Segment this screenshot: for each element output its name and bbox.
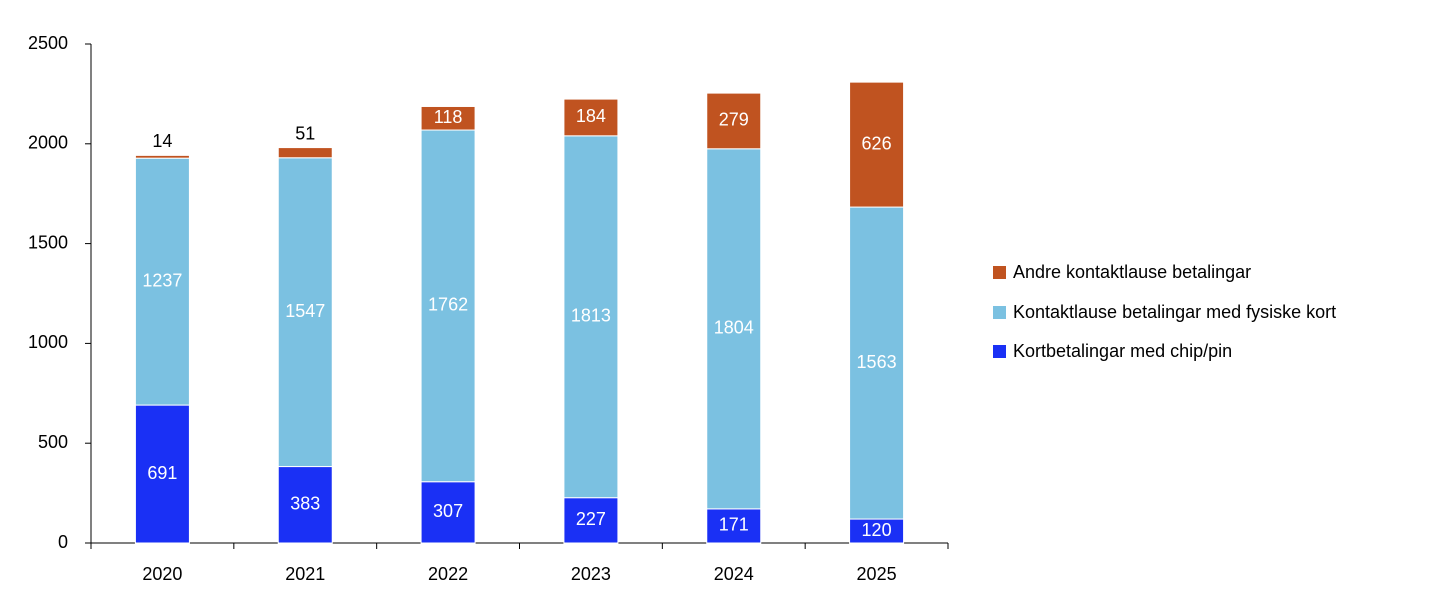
- bar-segment: [277, 147, 333, 159]
- y-tick-label: 2000: [28, 133, 68, 153]
- data-label: 51: [295, 123, 315, 143]
- bar-segment: [277, 466, 333, 544]
- data-label: 118: [434, 107, 463, 127]
- y-tick-label: 2500: [28, 33, 68, 53]
- data-label: 1547: [285, 301, 325, 321]
- data-label: 1813: [571, 306, 611, 326]
- data-label: 691: [147, 463, 177, 483]
- legend-label: Andre kontaktlause betalingar: [1013, 262, 1251, 282]
- bar-segment: [134, 154, 190, 159]
- data-label: 1237: [142, 270, 182, 290]
- bar-segment: [420, 105, 476, 131]
- bar-segment: [849, 81, 905, 208]
- legend-swatch: [993, 306, 1006, 319]
- x-tick-label: 2024: [714, 564, 754, 584]
- data-label: 1804: [714, 318, 754, 338]
- data-label: 279: [719, 110, 749, 130]
- x-tick-label: 2020: [142, 564, 182, 584]
- data-label: 1762: [428, 295, 468, 315]
- y-tick-label: 1500: [28, 232, 68, 252]
- data-label: 184: [576, 106, 606, 126]
- bar-segment: [706, 92, 762, 150]
- legend-label: Kontaktlause betalingar med fysiske kort: [1013, 302, 1336, 322]
- data-label: 626: [862, 133, 892, 153]
- legend-swatch: [993, 345, 1006, 358]
- bar-segment: [563, 135, 619, 499]
- bar-segment: [563, 98, 619, 137]
- data-label: 307: [433, 501, 463, 521]
- data-label: 227: [576, 509, 606, 529]
- data-label: 14: [152, 131, 172, 151]
- legend-swatch: [993, 266, 1006, 279]
- data-label: 383: [290, 494, 320, 514]
- bar-segment: [420, 481, 476, 544]
- bar-segment: [134, 404, 190, 544]
- x-tick-label: 2025: [857, 564, 897, 584]
- bar-segment: [706, 148, 762, 510]
- data-label: 1563: [857, 352, 897, 372]
- bar-segment: [134, 157, 190, 406]
- y-tick-label: 0: [58, 532, 68, 552]
- y-tick-label: 500: [38, 432, 68, 452]
- y-tick-label: 1000: [28, 332, 68, 352]
- x-tick-label: 2021: [285, 564, 325, 584]
- data-label: 171: [719, 515, 749, 535]
- x-tick-label: 2023: [571, 564, 611, 584]
- bar-segment: [706, 508, 762, 544]
- data-label: 120: [862, 520, 892, 540]
- legend-label: Kortbetalingar med chip/pin: [1013, 341, 1232, 361]
- bar-segment: [420, 129, 476, 483]
- bar-segment: [277, 157, 333, 468]
- bar-segment: [563, 497, 619, 544]
- x-tick-label: 2022: [428, 564, 468, 584]
